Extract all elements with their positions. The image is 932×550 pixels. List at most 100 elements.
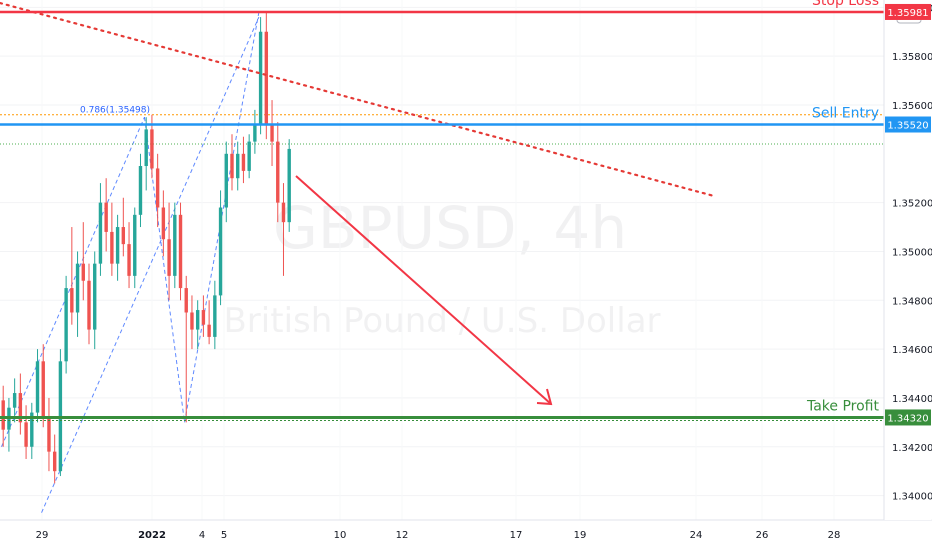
- stop-loss-price-tag: [885, 3, 931, 20]
- candle-body: [35, 361, 40, 413]
- candle[interactable]: [213, 280, 217, 350]
- stop-loss-price-text: 1.35981: [887, 8, 928, 19]
- candle-body: [110, 231, 114, 264]
- candle[interactable]: [218, 190, 223, 306]
- candle[interactable]: [241, 136, 246, 184]
- candle-body: [253, 124, 257, 142]
- candle[interactable]: [173, 202, 177, 289]
- candle[interactable]: [30, 402, 34, 459]
- candle[interactable]: [18, 373, 23, 435]
- candle-body: [52, 451, 57, 472]
- candle[interactable]: [281, 183, 286, 276]
- time-tick-label: 24: [690, 530, 703, 541]
- candle[interactable]: [264, 12, 269, 140]
- candle-body: [178, 214, 183, 289]
- take-profit-price-text: 1.34320: [887, 413, 928, 424]
- candle[interactable]: [41, 344, 45, 428]
- take-profit-label: Take Profit: [806, 398, 880, 414]
- candle-body: [127, 244, 131, 276]
- candle-body: [276, 141, 280, 203]
- time-tick-label: 10: [334, 530, 347, 541]
- time-tick-label: 2022: [138, 530, 166, 541]
- candle[interactable]: [144, 117, 148, 191]
- candle-body: [207, 324, 211, 337]
- candle[interactable]: [12, 378, 17, 423]
- candle-body: [236, 153, 240, 179]
- fib-level-label: 0.786(1.35498): [80, 106, 150, 116]
- price-axis[interactable]: [884, 0, 932, 520]
- candle[interactable]: [270, 100, 274, 167]
- candle[interactable]: [236, 141, 240, 191]
- candle[interactable]: [276, 122, 280, 223]
- candle[interactable]: [201, 295, 206, 337]
- candle[interactable]: [224, 141, 228, 223]
- price-tick-label: 1.35200: [892, 199, 932, 210]
- candle-body: [75, 263, 80, 313]
- candle[interactable]: [35, 349, 40, 423]
- candle[interactable]: [178, 202, 183, 301]
- candle[interactable]: [110, 202, 114, 276]
- candle-body: [258, 31, 263, 125]
- price-tick-label: 1.34600: [892, 345, 932, 356]
- candle[interactable]: [230, 134, 234, 191]
- candle[interactable]: [93, 251, 97, 350]
- candle[interactable]: [121, 197, 126, 257]
- candle-body: [98, 202, 103, 264]
- price-tick-label: 1.35000: [892, 247, 932, 258]
- candle[interactable]: [155, 153, 160, 228]
- candle[interactable]: [247, 134, 251, 179]
- candle[interactable]: [104, 178, 108, 252]
- candle-body: [18, 393, 23, 423]
- candle[interactable]: [70, 227, 74, 325]
- candle[interactable]: [167, 202, 171, 301]
- candle[interactable]: [133, 207, 137, 289]
- candle-body: [121, 227, 126, 245]
- candles-layer[interactable]: [1, 12, 291, 484]
- candle[interactable]: [195, 300, 200, 350]
- candle-body: [93, 263, 97, 330]
- candle-body: [115, 227, 120, 264]
- candle[interactable]: [207, 300, 211, 345]
- candle-body: [241, 153, 246, 171]
- candle-body: [144, 129, 148, 167]
- candle-body: [12, 393, 17, 408]
- candle-body: [133, 214, 137, 276]
- candle[interactable]: [253, 109, 257, 154]
- candle-body: [281, 202, 286, 223]
- price-tick-label: 1.35800: [892, 52, 932, 63]
- candle[interactable]: [75, 251, 80, 337]
- time-axis[interactable]: 29 2022 4 5 10 12 17 19 24 26 28: [36, 530, 841, 541]
- forecast-arrow-head: [536, 388, 553, 406]
- time-tick-label: 26: [756, 530, 769, 541]
- candle[interactable]: [52, 434, 57, 484]
- candle[interactable]: [258, 17, 263, 135]
- sell-entry-price-text: 1.35520: [887, 121, 928, 132]
- candle[interactable]: [138, 153, 143, 228]
- candle[interactable]: [161, 190, 166, 257]
- time-tick-label: 12: [396, 530, 409, 541]
- candle-body: [264, 31, 269, 125]
- candle[interactable]: [87, 263, 91, 345]
- candle[interactable]: [184, 275, 188, 423]
- candle-body: [218, 207, 223, 296]
- candle[interactable]: [64, 275, 68, 374]
- candle-body: [155, 168, 160, 208]
- time-tick-label: 29: [36, 530, 49, 541]
- candle[interactable]: [81, 222, 85, 301]
- time-tick-label: 28: [828, 530, 841, 541]
- candle[interactable]: [24, 405, 28, 459]
- candle-body: [167, 239, 171, 276]
- candle[interactable]: [58, 349, 63, 477]
- time-tick-label: 19: [574, 530, 587, 541]
- take-profit-price-tag: [885, 409, 931, 426]
- candle-body: [213, 295, 217, 337]
- candle[interactable]: [115, 214, 120, 281]
- candle[interactable]: [127, 222, 131, 289]
- candle-body: [190, 312, 194, 330]
- candle[interactable]: [98, 183, 103, 276]
- candle[interactable]: [47, 397, 51, 472]
- candle[interactable]: [190, 295, 194, 350]
- candle-body: [230, 153, 234, 179]
- candle[interactable]: [287, 139, 291, 232]
